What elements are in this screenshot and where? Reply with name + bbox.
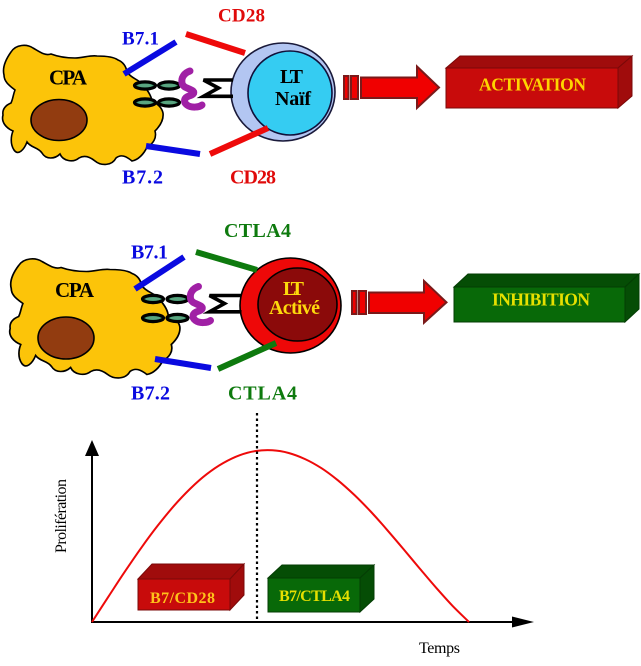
svg-text:B7/CD28: B7/CD28 <box>150 590 215 607</box>
svg-text:Naïf: Naïf <box>275 88 311 110</box>
svg-text:CPA: CPA <box>49 66 88 90</box>
svg-text:Temps: Temps <box>419 640 460 657</box>
svg-text:Activé: Activé <box>269 297 320 319</box>
svg-text:B7.2: B7.2 <box>122 167 163 189</box>
svg-text:B7.1: B7.1 <box>131 242 168 264</box>
svg-text:B7/CTLA4: B7/CTLA4 <box>279 588 350 605</box>
svg-text:B7.1: B7.1 <box>122 29 159 50</box>
svg-text:B7.2: B7.2 <box>131 383 170 405</box>
svg-text:INHIBITION: INHIBITION <box>492 289 590 309</box>
svg-text:CD28: CD28 <box>218 6 265 27</box>
svg-text:CTLA4: CTLA4 <box>224 220 291 242</box>
svg-text:CPA: CPA <box>55 278 95 302</box>
svg-text:ACTIVATION: ACTIVATION <box>479 74 586 94</box>
svg-text:CTLA4: CTLA4 <box>228 383 297 405</box>
svg-text:LT: LT <box>283 278 305 300</box>
svg-text:CD28: CD28 <box>230 167 276 189</box>
svg-text:Prolifération: Prolifération <box>53 479 70 553</box>
svg-text:LT: LT <box>280 66 304 88</box>
